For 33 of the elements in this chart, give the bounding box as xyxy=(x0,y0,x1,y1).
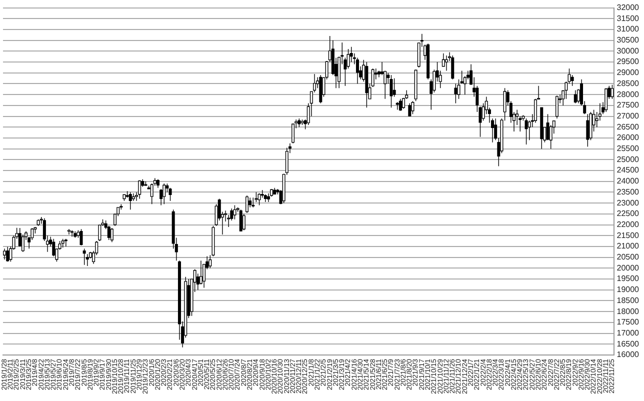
y-tick-label: 29000 xyxy=(616,68,640,78)
y-tick-label: 24500 xyxy=(616,166,640,175)
y-tick-label: 31000 xyxy=(616,24,640,34)
y-tick-label: 22500 xyxy=(616,209,640,218)
y-tick-label: 19000 xyxy=(616,285,640,294)
y-tick-label: 29500 xyxy=(616,57,640,66)
y-tick-label: 20500 xyxy=(616,252,640,262)
y-tick-label: 27500 xyxy=(616,100,640,110)
y-tick-label: 23000 xyxy=(616,198,640,208)
y-tick-label: 21000 xyxy=(616,242,640,251)
y-tick-label: 17500 xyxy=(616,318,640,327)
y-tick-label: 21500 xyxy=(616,230,640,240)
y-tick-label: 18000 xyxy=(616,306,640,316)
y-tick-label: 16500 xyxy=(616,339,640,348)
y-tick-label: 26500 xyxy=(616,122,640,132)
y-tick-label: 28000 xyxy=(616,90,640,99)
y-tick-label: 23500 xyxy=(616,187,640,196)
y-tick-label: 16000 xyxy=(616,350,640,360)
y-tick-label: 18500 xyxy=(616,296,640,305)
y-tick-label: 26000 xyxy=(616,133,640,142)
y-tick-label: 17000 xyxy=(616,328,640,338)
y-tick-label: 24000 xyxy=(616,176,640,186)
y-tick-label: 27000 xyxy=(616,111,640,120)
y-tick-label: 30500 xyxy=(616,36,640,45)
y-tick-label: 30000 xyxy=(616,46,640,56)
y-tick-label: 32000 xyxy=(616,3,640,12)
y-tick-label: 28500 xyxy=(616,78,640,88)
y-tick-label: 20000 xyxy=(616,263,640,272)
y-tick-label: 22000 xyxy=(616,220,640,229)
y-tick-label: 19500 xyxy=(616,274,640,284)
y-tick-label: 25500 xyxy=(616,144,640,154)
y-tick-label: 31500 xyxy=(616,14,640,23)
y-tick-label: 25000 xyxy=(616,154,640,164)
